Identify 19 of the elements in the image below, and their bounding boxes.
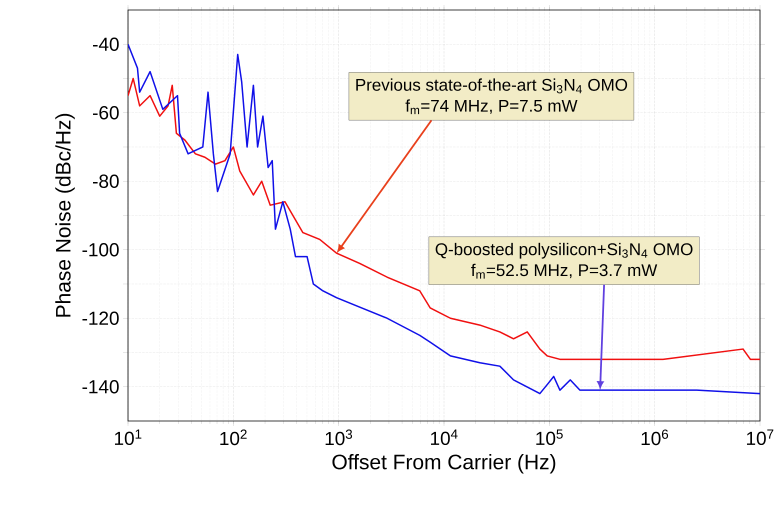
x-axis-title: Offset From Carrier (Hz) — [332, 454, 556, 474]
annotation: Q-boosted polysilicon+Si$_{3}$N$_{4}$ OMO — [436, 242, 692, 259]
y-tick-label: -80 — [92, 174, 119, 188]
y-tick-label: -140 — [82, 380, 119, 394]
x-tick-label: 10$^{1}$ — [114, 430, 142, 446]
annotation: Previous state-of-the-art Si$_{3}$N$_{4}$ OMO — [356, 78, 628, 94]
annotation: f$_{m}$=74 MHz, P=7.5 mW — [406, 99, 578, 114]
x-tick-label: 10$^{5}$ — [536, 430, 563, 446]
y-tick-label: -120 — [82, 312, 119, 325]
x-tick-label: 10$^{2}$ — [220, 430, 247, 446]
x-tick-label: 10$^{3}$ — [326, 430, 352, 446]
x-tick-label: 10$^{6}$ — [642, 430, 668, 446]
annotation: f$_{m}$=52.5 MHz, P=3.7 mW — [471, 264, 658, 279]
y-tick-label: -60 — [92, 106, 119, 120]
y-axis-title: Phase Noise (dBc/Hz) — [55, 114, 75, 317]
y-tick-label: -40 — [92, 38, 119, 51]
x-tick-label: 10$^{4}$ — [430, 430, 458, 446]
x-tick-label: 10$^{7}$ — [746, 430, 774, 446]
y-tick-label: -100 — [82, 243, 119, 256]
